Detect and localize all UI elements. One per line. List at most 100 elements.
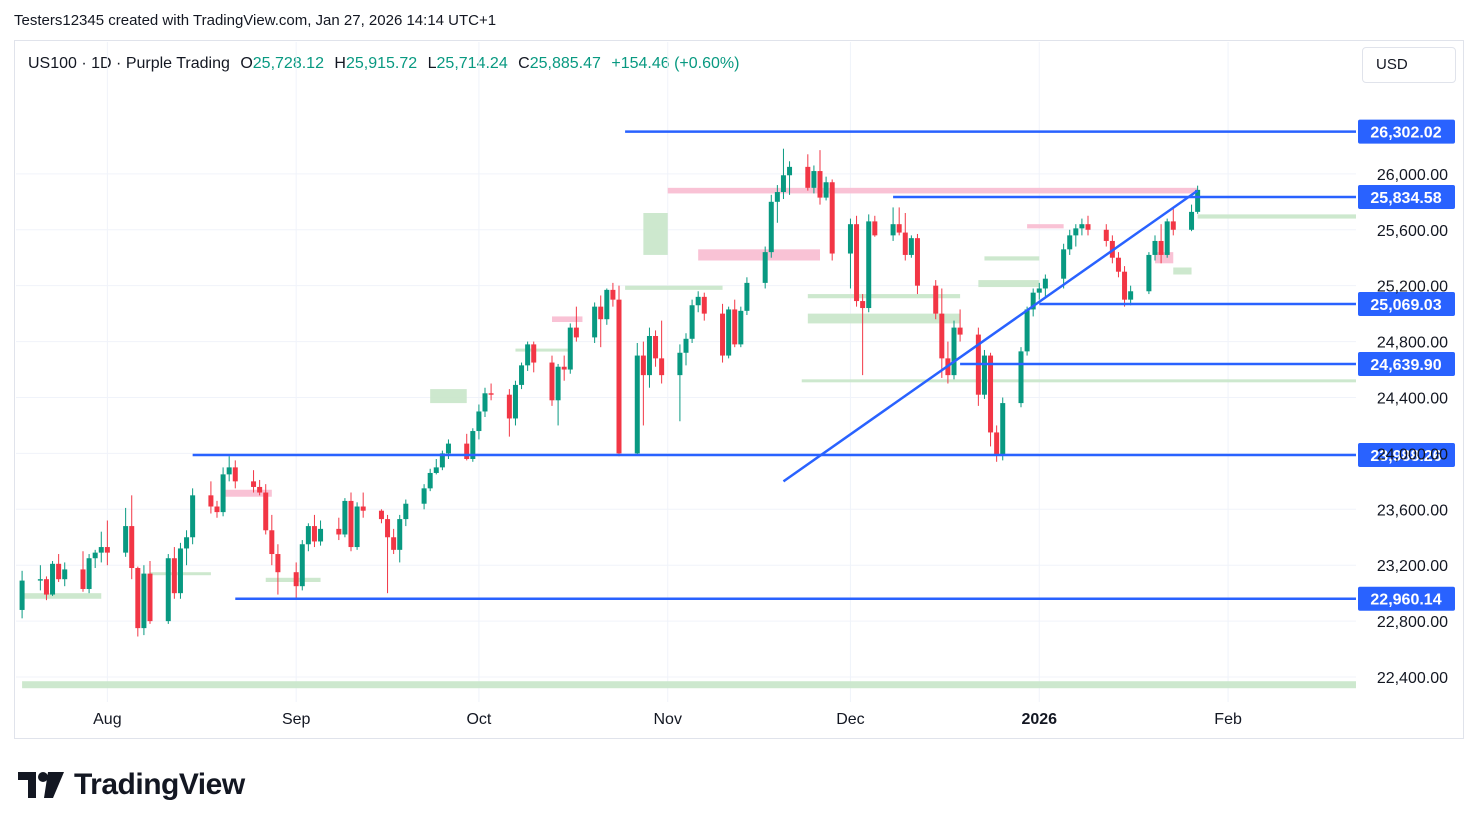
grid-lines xyxy=(16,42,1356,702)
candle xyxy=(1189,204,1195,232)
candle xyxy=(592,302,598,343)
candle-body xyxy=(981,355,987,395)
bull-zone xyxy=(978,280,1040,288)
candle xyxy=(62,562,68,587)
candle xyxy=(226,456,232,482)
candle-body xyxy=(683,338,689,353)
candle-body xyxy=(1103,229,1109,241)
brand-name: TradingView xyxy=(74,768,245,801)
price-chart[interactable]: 26,302.02 25,834.58 25,069.03 24,639.90 23,9… xyxy=(0,0,1479,760)
symbol-info[interactable]: US100 · 1D · Purple Trading xyxy=(28,55,230,72)
candle xyxy=(1061,243,1067,289)
candle-body xyxy=(257,486,263,493)
candle xyxy=(975,327,981,406)
candle-body xyxy=(896,224,902,233)
candle xyxy=(829,179,835,261)
candle-body xyxy=(902,232,908,255)
currency-button[interactable]: USD xyxy=(1362,47,1456,83)
candle-body xyxy=(512,384,518,419)
candle xyxy=(1122,266,1128,307)
horizontal-levels: 26,302.02 25,834.58 25,069.03 24,639.90 23,9… xyxy=(192,119,1455,611)
candle-body xyxy=(506,394,512,419)
candle xyxy=(957,309,963,342)
candle-body xyxy=(555,366,561,401)
candle xyxy=(184,530,190,566)
candle-body xyxy=(701,296,707,314)
candle-body xyxy=(397,519,403,550)
candle xyxy=(720,303,726,363)
y-tick-label: 24,400.00 xyxy=(1377,390,1448,407)
candle-body xyxy=(1024,309,1030,352)
candle-body xyxy=(104,547,110,553)
time-axis[interactable]: Aug Sep Oct Nov Dec 2026 Feb xyxy=(93,711,1242,728)
candle xyxy=(263,484,269,535)
candle-body xyxy=(677,352,683,376)
candle xyxy=(427,468,433,492)
candle xyxy=(1195,185,1201,214)
candle-body xyxy=(80,569,86,589)
candle-body xyxy=(610,289,616,300)
bull-zone xyxy=(265,577,321,582)
candle xyxy=(1036,282,1042,300)
open-value: 25,728.12 xyxy=(252,55,324,72)
candle xyxy=(257,479,263,496)
candle-body xyxy=(768,201,774,253)
candle-body xyxy=(56,563,62,580)
candle-body xyxy=(525,344,531,366)
price-axis[interactable]: 22,400.00 22,800.00 23,200.00 23,600.00 24,0… xyxy=(1377,167,1448,687)
candle-body xyxy=(165,558,171,622)
candle xyxy=(214,500,220,518)
level-label: 25,069.03 xyxy=(1370,297,1441,314)
candle xyxy=(981,349,987,399)
high-label: H xyxy=(334,55,346,72)
candle xyxy=(1018,347,1024,408)
candle xyxy=(476,404,482,440)
candle xyxy=(525,341,531,371)
bear-zone xyxy=(698,249,820,261)
candle-body xyxy=(1146,254,1152,292)
candle xyxy=(701,292,707,321)
bull-zone xyxy=(430,389,467,404)
candle xyxy=(531,341,537,373)
trend-line xyxy=(782,189,1199,483)
level-label-bg xyxy=(1358,291,1455,316)
bear-zone xyxy=(223,489,272,497)
candle-body xyxy=(177,548,183,594)
candle-body xyxy=(318,528,324,542)
candle-body xyxy=(823,182,829,198)
candle xyxy=(1024,306,1030,356)
candle-body xyxy=(738,310,744,345)
candle-body xyxy=(890,224,896,236)
candle-body xyxy=(1073,228,1079,236)
candle-body xyxy=(1030,292,1036,310)
candle xyxy=(866,214,872,313)
candle xyxy=(951,320,957,380)
candle-body xyxy=(1018,351,1024,404)
candle xyxy=(908,235,914,258)
candle xyxy=(847,218,853,289)
candle xyxy=(805,154,811,191)
candle-body xyxy=(573,327,579,338)
y-tick-label: 25,200.00 xyxy=(1377,279,1448,296)
candle-body xyxy=(439,453,445,468)
candle xyxy=(1042,274,1048,297)
candle xyxy=(470,428,476,462)
candle-body xyxy=(1164,221,1170,255)
candle-body xyxy=(19,580,25,610)
candle-body xyxy=(299,544,305,587)
candle-body xyxy=(482,393,488,412)
candle-body xyxy=(531,344,537,363)
candle-body xyxy=(129,526,135,569)
y-tick-label: 22,800.00 xyxy=(1377,614,1448,631)
candle-body xyxy=(208,495,214,507)
x-tick-label: Sep xyxy=(282,711,311,728)
trend-lines xyxy=(782,189,1199,483)
candle xyxy=(817,150,823,205)
candle xyxy=(19,570,25,619)
close-label: C xyxy=(518,55,530,72)
candle-body xyxy=(787,166,793,176)
candle xyxy=(872,215,878,237)
candle xyxy=(129,495,135,580)
candle xyxy=(653,330,659,367)
level-label: 23,988.26 xyxy=(1370,448,1441,465)
